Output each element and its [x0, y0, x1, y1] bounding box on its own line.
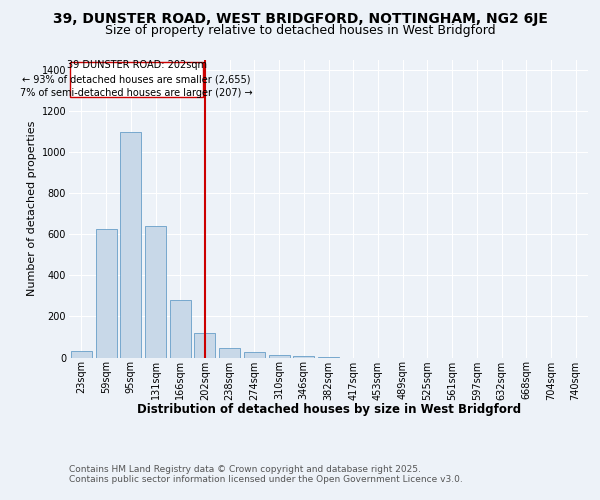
Bar [145, 226, 166, 358]
Text: Contains HM Land Registry data © Crown copyright and database right 2025.: Contains HM Land Registry data © Crown c… [69, 465, 421, 474]
Text: 39 DUNSTER ROAD: 202sqm
← 93% of detached houses are smaller (2,655)
7% of semi-: 39 DUNSTER ROAD: 202sqm ← 93% of detache… [20, 60, 253, 98]
Bar [95, 230, 116, 358]
Bar [219, 348, 240, 358]
Bar [269, 355, 290, 358]
Bar [194, 333, 215, 357]
Text: 39, DUNSTER ROAD, WEST BRIDGFORD, NOTTINGHAM, NG2 6JE: 39, DUNSTER ROAD, WEST BRIDGFORD, NOTTIN… [53, 12, 547, 26]
Bar [244, 352, 265, 358]
Bar [293, 356, 314, 358]
Text: Distribution of detached houses by size in West Bridgford: Distribution of detached houses by size … [137, 402, 521, 415]
Bar [170, 300, 191, 358]
Text: Contains public sector information licensed under the Open Government Licence v3: Contains public sector information licen… [69, 475, 463, 484]
FancyBboxPatch shape [70, 62, 203, 98]
Text: Size of property relative to detached houses in West Bridgford: Size of property relative to detached ho… [104, 24, 496, 37]
Bar [120, 132, 141, 358]
Bar [71, 352, 92, 358]
Y-axis label: Number of detached properties: Number of detached properties [28, 121, 37, 296]
